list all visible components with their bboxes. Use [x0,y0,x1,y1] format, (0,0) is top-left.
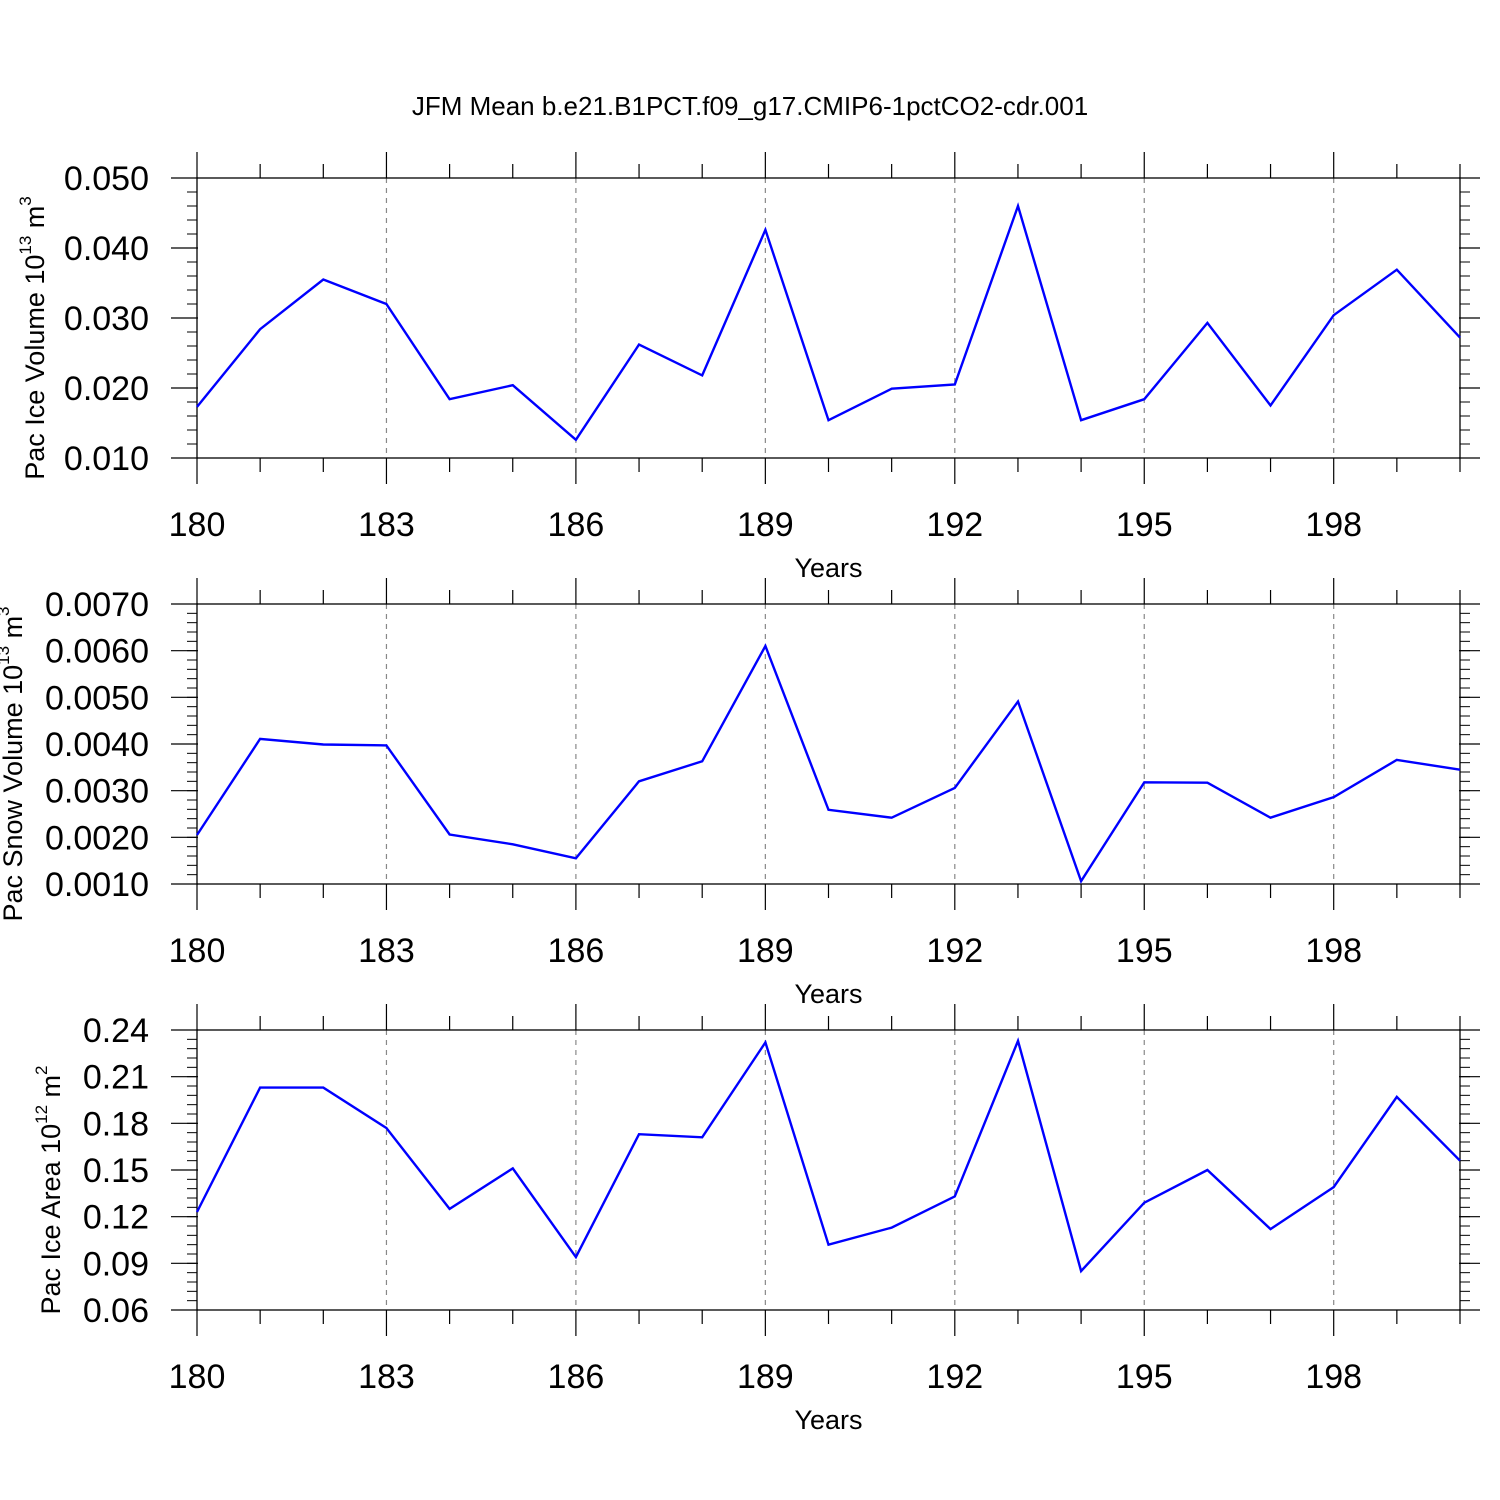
chart-title: JFM Mean b.e21.B1PCT.f09_g17.CMIP6-1pctC… [412,91,1088,121]
y-tick-label: 0.21 [83,1059,149,1097]
x-tick-label: 192 [926,932,983,970]
x-tick-label: 183 [358,932,415,970]
panel-snow-volume: 0.0010 0.0020 0.0030 0.0040 0.0050 0.0060 0.00… [0,578,1480,1009]
y-axis-title-text: Pac Ice Area 10 [36,1124,66,1315]
y-tick-label: 0.0030 [45,773,149,811]
y-axis-title-text: Pac Snow Volume 10 [0,665,28,922]
x-tick-label: 189 [737,932,794,970]
y-axis-title-unit-exponent: 3 [0,606,13,615]
x-tick-label: 183 [358,1358,415,1396]
x-axis-title: Years [794,1405,862,1435]
x-tick-label: 180 [169,932,226,970]
y-axis-title-text: Pac Ice Volume 10 [20,255,50,480]
y-axis-title: Pac Ice Area 1012 m2 [32,1065,66,1314]
series-line [195,1037,1461,1274]
x-tick-label: 195 [1116,1358,1173,1396]
y-axis-title: Pac Snow Volume 1013 m3 [0,606,28,921]
x-tick-label: 186 [548,506,605,544]
panel-ice-area: 0.06 0.09 0.12 0.15 0.18 0.21 0.24 180 183 186 189… [32,1004,1480,1435]
x-tick-label: 192 [926,506,983,544]
x-tick-label: 186 [548,1358,605,1396]
y-tick-label: 0.030 [64,300,149,338]
x-tick-label: 180 [169,1358,226,1396]
y-tick-label: 0.0040 [45,726,149,764]
x-tick-label: 186 [548,932,605,970]
x-tick-label: 198 [1305,932,1362,970]
y-axis-title-unit: m [20,206,50,236]
x-tick-label: 183 [358,506,415,544]
x-tick-label: 198 [1305,1358,1362,1396]
y-tick-label: 0.040 [64,230,149,268]
x-axis-title: Years [794,553,862,583]
panel-ice-volume: 0.010 0.020 0.030 0.040 0.050 180 183 186 189 192… [16,152,1480,583]
y-tick-label: 0.18 [83,1105,149,1143]
y-axis-title-exponent: 13 [0,646,13,665]
y-tick-label: 0.15 [83,1152,149,1190]
x-tick-label: 192 [926,1358,983,1396]
y-axis-title-unit-exponent: 3 [16,196,35,205]
x-tick-label: 195 [1116,932,1173,970]
y-tick-label: 0.0020 [45,819,149,857]
y-axis-title-unit-exponent: 2 [32,1065,51,1074]
y-tick-label: 0.020 [64,370,149,408]
y-tick-label: 0.0060 [45,633,149,671]
y-tick-label: 0.0050 [45,679,149,717]
y-tick-label: 0.12 [83,1199,149,1237]
x-tick-label: 195 [1116,506,1173,544]
y-tick-label: 0.050 [64,160,149,198]
y-axis-title-unit: m [36,1075,66,1105]
x-tick-label: 189 [737,1358,794,1396]
x-tick-label: 189 [737,506,794,544]
y-axis-title-unit: m [0,616,28,646]
y-tick-label: 0.010 [64,440,149,478]
y-tick-label: 0.06 [83,1292,149,1330]
y-tick-label: 0.0010 [45,866,149,904]
y-tick-label: 0.0070 [45,586,149,624]
y-axis-title-exponent: 13 [16,236,35,255]
x-tick-label: 198 [1305,506,1362,544]
y-axis-title: Pac Ice Volume 1013 m3 [16,196,50,480]
x-axis-title: Years [794,979,862,1009]
x-tick-label: 180 [169,506,226,544]
y-tick-label: 0.09 [83,1245,149,1283]
y-tick-label: 0.24 [83,1012,149,1050]
y-axis-title-exponent: 12 [32,1105,51,1124]
